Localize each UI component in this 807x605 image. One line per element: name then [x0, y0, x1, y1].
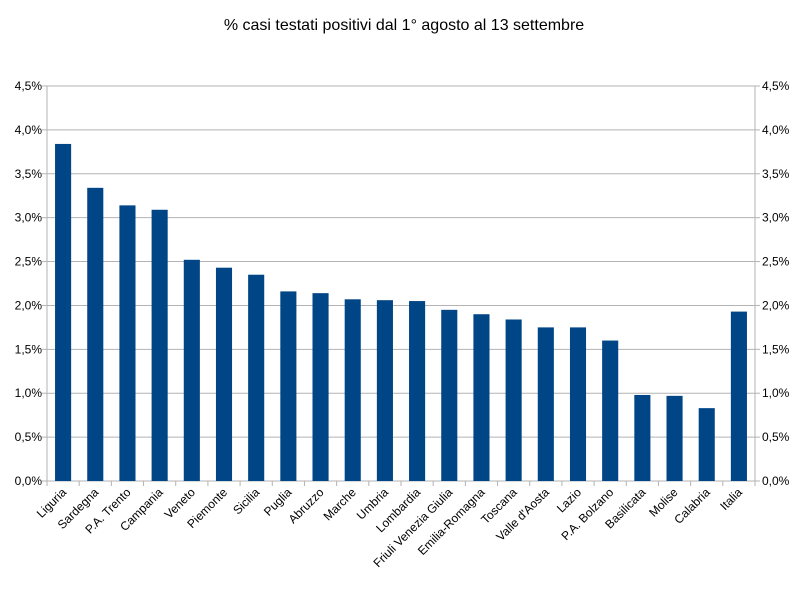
bar-veneto — [183, 259, 200, 481]
bar-piemonte — [215, 267, 233, 481]
y-tick-label-right: 4,0% — [762, 123, 790, 137]
chart-title: % casi testati positivi dal 1° agosto al… — [224, 17, 584, 34]
y-tick-label-right: 4,5% — [762, 79, 790, 93]
y-tick-label-left: 4,5% — [15, 79, 43, 93]
bar-basilicata — [634, 394, 651, 481]
bar-p-a-bolzano — [602, 340, 619, 481]
bar-sardegna — [87, 187, 104, 482]
bar-campania — [151, 209, 168, 481]
bar-emilia-romagna — [473, 314, 490, 481]
bar-sicilia — [248, 274, 265, 481]
bar-toscana — [505, 319, 522, 481]
bar-valle-d-aosta — [537, 327, 554, 481]
x-tick-label: Sicilia — [230, 485, 262, 517]
bar-friuli-venezia-giulia — [441, 309, 458, 481]
bar-umbria — [376, 300, 393, 481]
x-tick-label: Marche — [321, 485, 359, 523]
x-tick-label: Abruzzo — [286, 485, 327, 526]
bars — [55, 143, 747, 482]
y-tick-label-left: 2,5% — [15, 255, 43, 269]
bar-puglia — [280, 291, 297, 481]
bar-abruzzo — [312, 293, 329, 481]
y-tick-label-left: 1,0% — [15, 386, 43, 400]
bar-marche — [344, 299, 361, 481]
x-tick-label: Italia — [717, 485, 745, 513]
y-tick-label-left: 0,0% — [15, 474, 43, 488]
y-tick-label-left: 0,5% — [15, 430, 43, 444]
bar-p-a-trento — [119, 205, 136, 481]
y-tick-label-right: 1,5% — [762, 342, 790, 356]
bar-lombardia — [409, 301, 426, 481]
y-tick-label-left: 3,5% — [15, 167, 43, 181]
y-tick-label-left: 3,0% — [15, 211, 43, 225]
y-tick-label-right: 3,5% — [762, 167, 790, 181]
y-axis-left-ticks: 0,0% 0,5% 1,0% 1,5% 2,0% 2,5% 3,0% 3,5% 4,0% 4,5% — [15, 79, 43, 488]
bar-calabria — [698, 408, 715, 481]
y-tick-label-right: 3,0% — [762, 211, 790, 225]
bar-italia — [730, 311, 747, 481]
bar-liguria — [55, 143, 72, 481]
bar-molise — [666, 395, 683, 481]
y-tick-label-right: 0,0% — [762, 474, 790, 488]
y-tick-label-right: 2,0% — [762, 298, 790, 312]
y-tick-label-right: 0,5% — [762, 430, 790, 444]
y-tick-label-left: 1,5% — [15, 342, 43, 356]
y-tick-label-left: 2,0% — [15, 298, 43, 312]
y-tick-label-right: 1,0% — [762, 386, 790, 400]
y-tick-label-left: 4,0% — [15, 123, 43, 137]
axes — [42, 85, 760, 486]
bar-lazio — [569, 327, 587, 481]
y-axis-right-ticks: 0,0% 0,5% 1,0% 1,5% 2,0% 2,5% 3,0% 3,5% 4,0% 4,5% — [762, 79, 790, 488]
y-tick-label-right: 2,5% — [762, 255, 790, 269]
x-tick-label: Calabria — [671, 485, 713, 527]
